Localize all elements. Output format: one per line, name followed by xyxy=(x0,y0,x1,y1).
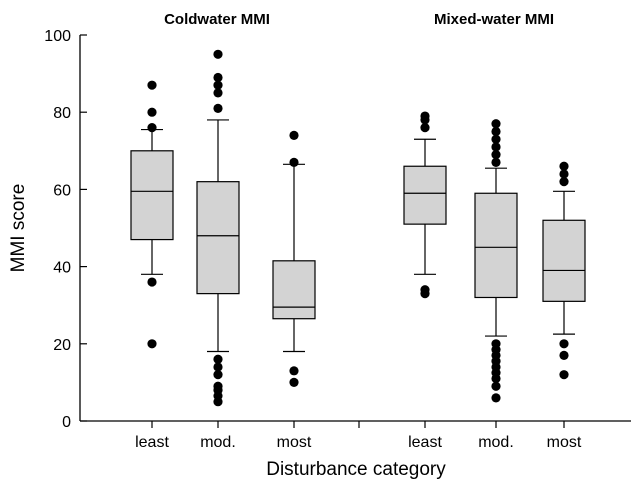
outlier-point xyxy=(213,80,223,90)
outlier-point xyxy=(213,88,223,98)
plot-groups: Coldwater MMI Mixed-water MMI xyxy=(130,11,586,407)
box-group: Mixed-water MMI xyxy=(403,11,586,403)
outlier-point xyxy=(420,111,430,121)
box-mod xyxy=(474,119,518,403)
outlier-point xyxy=(213,103,223,113)
box-group: Coldwater MMI xyxy=(130,11,316,407)
outlier-point xyxy=(491,157,501,167)
outlier-point xyxy=(491,150,501,160)
outlier-point xyxy=(213,49,223,59)
outlier-point xyxy=(491,381,501,391)
iqr-box xyxy=(272,260,316,320)
outlier-point xyxy=(289,130,299,140)
outlier-point xyxy=(491,339,501,349)
outlier-point xyxy=(147,123,157,133)
y-axis-label: MMI score xyxy=(8,184,29,273)
y-tick-label: 40 xyxy=(53,260,71,277)
y-tick-label: 100 xyxy=(44,28,71,45)
outlier-point xyxy=(147,339,157,349)
outlier-point xyxy=(559,161,569,171)
y-tick-label: 80 xyxy=(53,105,71,122)
iqr-box xyxy=(542,219,586,302)
x-tick-label: least xyxy=(135,434,169,451)
outlier-point xyxy=(559,370,569,380)
iqr-box xyxy=(403,165,447,225)
y-tick-label: 60 xyxy=(53,182,71,199)
box-least xyxy=(130,80,174,349)
x-tick-label: least xyxy=(408,434,442,451)
group-title: Coldwater MMI xyxy=(164,11,270,28)
outlier-point xyxy=(147,277,157,287)
axes xyxy=(79,35,631,422)
outlier-point xyxy=(289,157,299,167)
outlier-point xyxy=(213,362,223,372)
iqr-box xyxy=(196,181,240,295)
outlier-point xyxy=(213,72,223,83)
x-tick-label: mod. xyxy=(478,434,514,451)
outlier-point xyxy=(491,142,501,152)
outlier-point xyxy=(420,285,430,295)
outlier-point xyxy=(289,377,299,387)
x-ticks: least mod. most least mod. most xyxy=(135,421,582,451)
box-mod xyxy=(196,49,240,407)
outlier-point xyxy=(213,370,223,380)
y-ticks: 0 20 40 60 80 100 xyxy=(44,28,87,431)
outlier-point xyxy=(559,339,569,349)
x-tick-label: most xyxy=(277,434,312,451)
outlier-point xyxy=(559,169,569,179)
outlier-point xyxy=(559,350,569,360)
outlier-point xyxy=(491,393,501,403)
y-tick-label: 20 xyxy=(53,337,71,354)
box-most xyxy=(272,130,316,387)
outlier-point xyxy=(147,107,157,117)
iqr-box xyxy=(474,192,518,299)
outlier-point xyxy=(213,381,223,391)
outlier-point xyxy=(147,80,157,90)
outlier-point xyxy=(213,354,223,364)
box-least xyxy=(403,111,447,299)
x-axis-label: Disturbance category xyxy=(266,459,446,480)
outlier-point xyxy=(420,123,430,133)
outlier-point xyxy=(491,126,501,137)
iqr-box xyxy=(130,150,174,241)
outlier-point xyxy=(559,177,569,187)
box-most xyxy=(542,161,586,380)
group-title: Mixed-water MMI xyxy=(434,11,554,28)
outlier-point xyxy=(491,119,501,129)
y-tick-label: 0 xyxy=(62,414,71,431)
outlier-point xyxy=(289,366,299,376)
outlier-point xyxy=(491,134,501,144)
x-tick-label: mod. xyxy=(200,434,236,451)
x-tick-label: most xyxy=(547,434,582,451)
